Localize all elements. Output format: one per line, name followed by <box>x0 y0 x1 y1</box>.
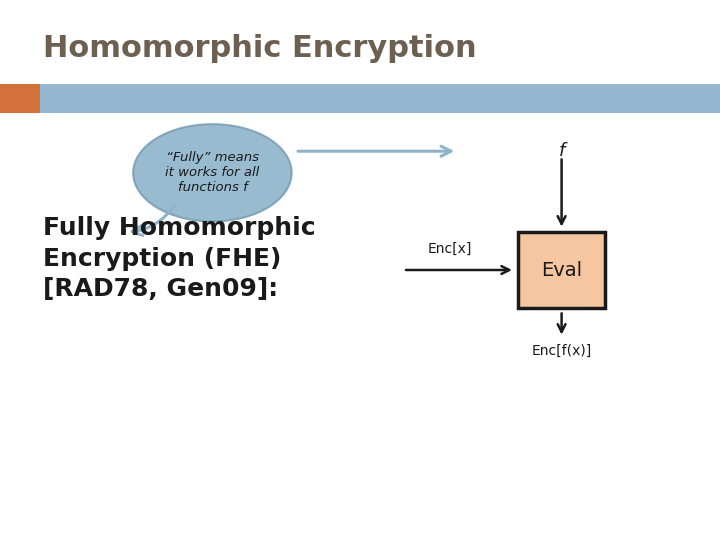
Text: Enc[f(x)]: Enc[f(x)] <box>531 344 592 358</box>
FancyBboxPatch shape <box>518 232 605 308</box>
Text: Fully Homomorphic
Encryption (FHE)
[RAD78, Gen09]:: Fully Homomorphic Encryption (FHE) [RAD7… <box>43 216 316 301</box>
Bar <box>0 84 40 113</box>
Ellipse shape <box>133 124 292 221</box>
Text: f: f <box>559 142 564 160</box>
Bar <box>0 84 720 113</box>
Text: “Fully” means
it works for all
functions f: “Fully” means it works for all functions… <box>166 151 259 194</box>
Text: Enc[x]: Enc[x] <box>428 241 472 255</box>
Text: Eval: Eval <box>541 260 582 280</box>
Text: Homomorphic Encryption: Homomorphic Encryption <box>43 34 477 63</box>
